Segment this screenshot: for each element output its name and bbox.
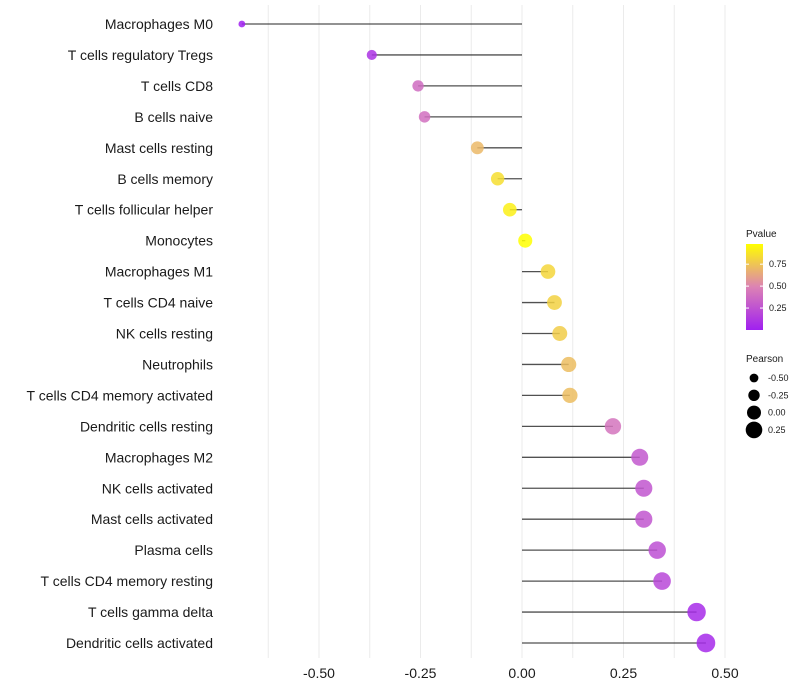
y-axis-labels: Macrophages M0 T cells regulatory Tregs T… bbox=[27, 16, 214, 651]
lollipop-point bbox=[696, 633, 716, 653]
y-axis-label: T cells regulatory Tregs bbox=[68, 47, 213, 63]
y-axis-label: T cells CD4 memory activated bbox=[27, 387, 213, 403]
legend-size-title: Pearson bbox=[746, 354, 783, 365]
legend-size-key bbox=[747, 405, 761, 420]
lollipop-point bbox=[547, 295, 562, 310]
grid-lines bbox=[267, 5, 726, 658]
lollipop-point bbox=[561, 356, 577, 373]
lollipop-point bbox=[635, 479, 653, 497]
x-axis-ticks: -0.50 -0.25 0.00 0.25 0.50 bbox=[303, 665, 739, 681]
lollipop-point bbox=[604, 418, 622, 435]
lollipop-point bbox=[490, 172, 505, 186]
y-axis-label: Monocytes bbox=[145, 233, 213, 249]
lollipop-point bbox=[631, 448, 649, 466]
lollipop-point bbox=[540, 264, 556, 279]
y-axis-label: T cells CD4 naive bbox=[104, 295, 214, 311]
lollipop-point bbox=[418, 111, 431, 123]
lollipop-point bbox=[412, 80, 424, 92]
lollipop-points bbox=[238, 20, 716, 653]
y-axis-label: NK cells resting bbox=[116, 326, 213, 342]
x-tick-label: -0.50 bbox=[303, 665, 335, 681]
y-axis-label: T cells follicular helper bbox=[75, 202, 214, 218]
legend-colorbar-label: 0.50 bbox=[769, 281, 787, 291]
x-tick-label: -0.25 bbox=[405, 665, 437, 681]
lollipop-point bbox=[502, 202, 517, 217]
lollipop-point bbox=[470, 141, 484, 155]
lollipop-point bbox=[238, 20, 246, 28]
lollipop-point bbox=[648, 541, 666, 559]
y-axis-label: T cells gamma delta bbox=[88, 604, 213, 620]
legend-colorbar-label: 0.75 bbox=[769, 259, 787, 269]
y-axis-label: Mast cells resting bbox=[105, 140, 213, 156]
legend-size-label: 0.00 bbox=[768, 408, 786, 418]
y-axis-label: B cells naive bbox=[134, 109, 213, 125]
lollipop-point bbox=[518, 233, 533, 248]
lollipop-point bbox=[366, 49, 377, 61]
lollipop-point bbox=[635, 510, 653, 528]
y-axis-label: Dendritic cells activated bbox=[66, 635, 213, 651]
legend-colorbar-label: 0.25 bbox=[769, 303, 787, 313]
y-axis-label: Neutrophils bbox=[142, 356, 213, 372]
legend-size-key bbox=[749, 373, 759, 383]
legend-size-label: -0.50 bbox=[768, 373, 789, 383]
legend-size-key bbox=[745, 421, 763, 439]
x-tick-label: 0.50 bbox=[711, 665, 738, 681]
y-axis-label: T cells CD8 bbox=[141, 78, 213, 94]
y-axis-label: Dendritic cells resting bbox=[80, 418, 213, 434]
y-axis-label: Plasma cells bbox=[134, 542, 213, 558]
y-axis-label: T cells CD4 memory resting bbox=[41, 573, 213, 589]
lollipop-point bbox=[687, 602, 706, 622]
legend: Pvalue Pearson 0.25 0.50 0.75 -0.50 -0.25 0.0… bbox=[745, 229, 789, 439]
y-axis-label: B cells memory bbox=[117, 171, 213, 187]
lollipop-point bbox=[562, 387, 578, 404]
y-axis-label: Macrophages M1 bbox=[105, 264, 213, 280]
legend-size-label: -0.25 bbox=[768, 390, 789, 400]
x-tick-label: 0.00 bbox=[508, 665, 535, 681]
lollipop-point bbox=[653, 572, 671, 590]
legend-size-label: 0.25 bbox=[768, 425, 786, 435]
legend-size-key bbox=[748, 389, 760, 401]
y-axis-label: Macrophages M2 bbox=[105, 449, 213, 465]
legend-color-title: Pvalue bbox=[746, 229, 777, 240]
y-axis-label: NK cells activated bbox=[102, 480, 213, 496]
legend-colorbar bbox=[746, 244, 763, 330]
y-axis-label: Macrophages M0 bbox=[105, 16, 213, 32]
lollipop-point bbox=[552, 326, 568, 341]
y-axis-label: Mast cells activated bbox=[91, 511, 213, 527]
x-tick-label: 0.25 bbox=[610, 665, 637, 681]
lollipop-stems bbox=[241, 23, 706, 644]
